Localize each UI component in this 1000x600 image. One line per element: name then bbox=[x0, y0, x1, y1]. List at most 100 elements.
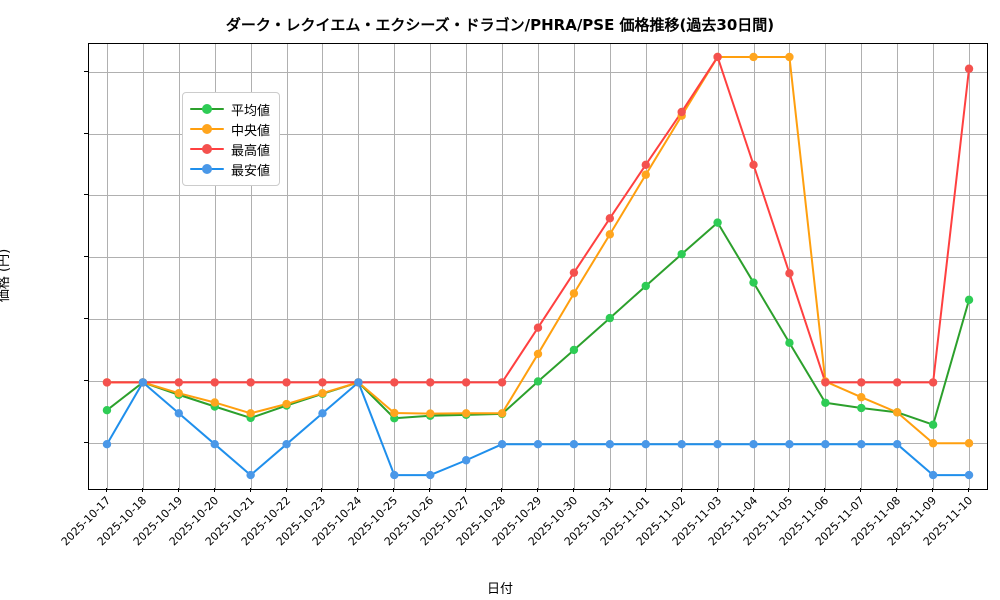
data-point bbox=[282, 399, 291, 409]
data-point bbox=[928, 378, 938, 387]
legend-item-4[interactable]: 最安値 bbox=[190, 159, 270, 179]
chart-title: ダーク・レクイエム・エクシーズ・ドラゴン/PHRA/PSE 価格推移(過去30日… bbox=[225, 16, 775, 34]
x-tick-mark bbox=[716, 488, 718, 492]
data-point bbox=[246, 470, 255, 480]
gridline-vertical bbox=[502, 44, 504, 489]
x-tick-label: 2025-10-21 bbox=[202, 494, 257, 549]
data-point bbox=[426, 470, 435, 480]
data-point bbox=[641, 170, 650, 179]
x-tick-mark bbox=[501, 488, 503, 492]
data-point bbox=[138, 378, 148, 387]
data-point bbox=[318, 389, 327, 398]
data-point bbox=[641, 439, 650, 449]
x-tick-mark bbox=[860, 488, 862, 492]
gridline-vertical bbox=[142, 44, 144, 489]
data-point bbox=[785, 439, 794, 449]
gridline-vertical bbox=[178, 44, 180, 489]
data-point bbox=[857, 403, 866, 413]
plot-area: 平均値中央値 最高値 最安値 bbox=[88, 43, 988, 490]
x-tick-label: 2025-11-09 bbox=[884, 494, 940, 549]
data-point bbox=[785, 338, 794, 348]
data-point bbox=[390, 470, 399, 480]
x-tick-mark bbox=[608, 488, 610, 492]
data-point bbox=[893, 378, 902, 387]
x-tick-label: 2025-11-07 bbox=[813, 494, 868, 549]
data-point bbox=[102, 378, 112, 387]
data-point bbox=[318, 378, 327, 387]
data-point bbox=[821, 378, 830, 387]
data-point bbox=[461, 409, 471, 418]
gridline-vertical bbox=[430, 44, 432, 489]
data-point bbox=[677, 439, 686, 449]
y-axis-label: 価格 (円) bbox=[0, 248, 13, 303]
data-point bbox=[749, 160, 758, 170]
data-point bbox=[928, 470, 938, 480]
x-tick-label: 2025-10-24 bbox=[310, 494, 365, 549]
x-tick-label: 2025-10-29 bbox=[489, 494, 545, 549]
data-point bbox=[857, 378, 866, 387]
gridline-vertical bbox=[573, 44, 575, 489]
x-tick-label: 2025-11-10 bbox=[920, 494, 976, 549]
x-tick-mark bbox=[537, 488, 538, 492]
gridline-vertical bbox=[214, 44, 216, 489]
series-lines bbox=[102, 52, 974, 480]
data-point bbox=[569, 439, 579, 449]
legend-item-1[interactable]: 平均値 bbox=[190, 99, 270, 119]
x-tick-mark bbox=[105, 488, 107, 492]
gridline-vertical bbox=[609, 44, 611, 489]
x-tick-mark bbox=[321, 488, 323, 492]
data-point bbox=[713, 218, 722, 227]
data-point bbox=[426, 378, 435, 387]
legend-label: 中央値 bbox=[231, 123, 271, 139]
gridline-vertical bbox=[825, 44, 827, 489]
data-point bbox=[785, 52, 794, 62]
x-tick-mark bbox=[393, 488, 395, 492]
x-tick-label: 2025-11-01 bbox=[597, 494, 652, 549]
data-point bbox=[497, 439, 507, 449]
gridline-vertical bbox=[358, 44, 360, 489]
gridline-vertical bbox=[969, 44, 971, 489]
gridline-vertical bbox=[286, 44, 288, 489]
data-point bbox=[928, 439, 938, 448]
legend-swatch-icon bbox=[190, 142, 224, 156]
data-point bbox=[174, 378, 183, 387]
x-tick-label: 2025-10-19 bbox=[130, 494, 185, 549]
data-point bbox=[533, 323, 543, 332]
data-point bbox=[210, 439, 219, 449]
gridline-vertical bbox=[861, 44, 863, 489]
gridline-vertical bbox=[933, 44, 935, 489]
x-tick-mark bbox=[932, 488, 934, 492]
gridline-vertical bbox=[106, 44, 108, 489]
x-tick-label: 2025-10-31 bbox=[561, 494, 617, 549]
data-point bbox=[605, 230, 615, 239]
gridline-vertical bbox=[322, 44, 324, 489]
data-point bbox=[821, 439, 830, 449]
legend-item-2[interactable]: 中央値 bbox=[190, 119, 270, 139]
gridline-vertical bbox=[717, 44, 719, 489]
data-point bbox=[282, 378, 291, 387]
x-tick-label: 2025-10-25 bbox=[346, 494, 401, 549]
legend-item-3[interactable]: 最高値 bbox=[190, 139, 270, 159]
data-point bbox=[210, 398, 219, 407]
x-tick-label: 2025-10-17 bbox=[58, 494, 114, 549]
x-tick-mark bbox=[249, 488, 251, 492]
data-point bbox=[605, 313, 615, 323]
data-point bbox=[641, 281, 650, 291]
data-point bbox=[605, 439, 615, 449]
x-tick-mark bbox=[177, 488, 179, 492]
x-axis-label: 日付 bbox=[486, 582, 513, 597]
x-tick-mark bbox=[429, 488, 431, 492]
x-tick-mark bbox=[680, 488, 682, 492]
data-point bbox=[964, 64, 974, 73]
legend-swatch-icon bbox=[190, 122, 224, 136]
data-point bbox=[390, 378, 399, 387]
x-tick-mark bbox=[213, 488, 215, 492]
data-point bbox=[821, 398, 830, 407]
data-point bbox=[246, 409, 255, 418]
x-tick-label: 2025-11-06 bbox=[777, 494, 832, 549]
x-tick-label: 2025-10-30 bbox=[525, 494, 581, 549]
data-point bbox=[857, 439, 866, 449]
chart-legend: 平均値中央値 最高値 最安値 bbox=[182, 92, 281, 186]
legend-swatch-icon bbox=[190, 102, 224, 116]
